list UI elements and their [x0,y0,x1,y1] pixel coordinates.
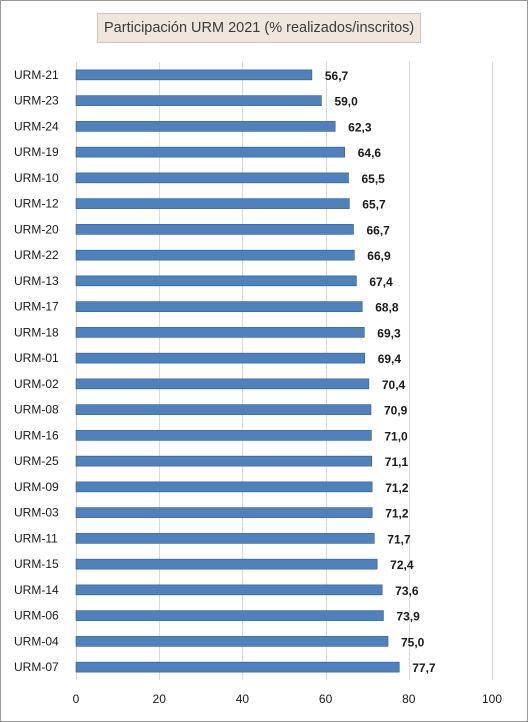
data-label: 65,5 [361,172,385,186]
category-label: URM-14 [14,583,59,597]
data-label: 56,7 [325,69,349,83]
data-label: 77,7 [412,661,436,675]
x-tick-label: 20 [153,692,167,706]
category-label: URM-03 [14,506,59,520]
x-tick-label: 100 [482,692,502,706]
category-label: URM-18 [14,325,59,339]
bar [75,661,400,673]
data-label: 71,2 [385,481,409,495]
x-tick-label: 40 [236,692,250,706]
bar [75,69,313,81]
bar [75,584,383,596]
bar [75,507,373,518]
data-label: 71,7 [387,532,411,546]
category-label: URM-13 [14,274,59,288]
data-label: 70,9 [384,404,408,418]
bar [75,301,363,312]
data-label: 65,7 [362,198,386,212]
bar [75,327,365,338]
data-label: 67,4 [369,275,393,289]
chart-title-box: Participación URM 2021 (% realizados/ins… [97,13,422,43]
bar [75,558,378,570]
bar [75,172,349,184]
data-label: 64,6 [358,146,382,160]
bar [75,404,372,415]
data-label: 69,4 [378,352,402,366]
bar [75,636,389,647]
bar [75,121,336,132]
category-label: URM-12 [14,197,59,211]
category-label: URM-25 [14,454,59,468]
category-label: URM-10 [14,171,59,185]
category-label: URM-17 [14,300,59,314]
data-label: 73,9 [396,610,420,624]
category-label: URM-15 [14,557,59,571]
data-label: 59,0 [334,95,358,109]
data-label: 62,3 [348,120,372,134]
category-label: URM-06 [14,609,59,623]
data-label: 70,4 [382,378,406,392]
bar [75,249,355,261]
category-label: URM-23 [14,94,59,108]
x-tick-label: 0 [73,692,80,706]
category-label: URM-21 [14,68,59,82]
category-label: URM-08 [14,403,59,417]
data-label: 68,8 [375,301,399,315]
data-label: 73,6 [395,584,419,598]
category-label: URM-09 [14,480,59,494]
bar [75,146,346,158]
category-label: URM-24 [14,119,59,133]
x-tick-label: 60 [319,692,333,706]
bar [75,430,372,441]
data-label: 75,0 [401,635,425,649]
bar [75,610,384,621]
category-label: URM-04 [14,634,59,648]
data-label: 66,7 [366,223,390,237]
category-label: URM-16 [14,428,59,442]
bar [75,95,322,106]
bar [75,455,373,467]
bar [75,224,354,235]
data-label: 71,2 [385,507,409,521]
category-label: URM-07 [14,660,59,674]
data-label: 71,0 [384,429,408,443]
category-label: URM-22 [14,248,59,262]
x-tick-label: 80 [402,692,416,706]
bar [75,198,350,209]
category-label: URM-01 [14,351,59,365]
bar [75,533,375,544]
bar [75,481,373,493]
data-label: 66,9 [367,249,391,263]
bar [75,275,357,287]
data-label: 72,4 [390,558,414,572]
data-label: 71,1 [385,455,409,469]
data-label: 69,3 [377,326,401,340]
category-label: URM-19 [14,145,59,159]
category-label: URM-02 [14,377,59,391]
bar [75,352,366,364]
category-label: URM-11 [14,531,58,545]
category-label: URM-20 [14,222,59,236]
chart-title: Participación URM 2021 (% realizados/ins… [104,20,415,36]
bar [75,378,370,390]
